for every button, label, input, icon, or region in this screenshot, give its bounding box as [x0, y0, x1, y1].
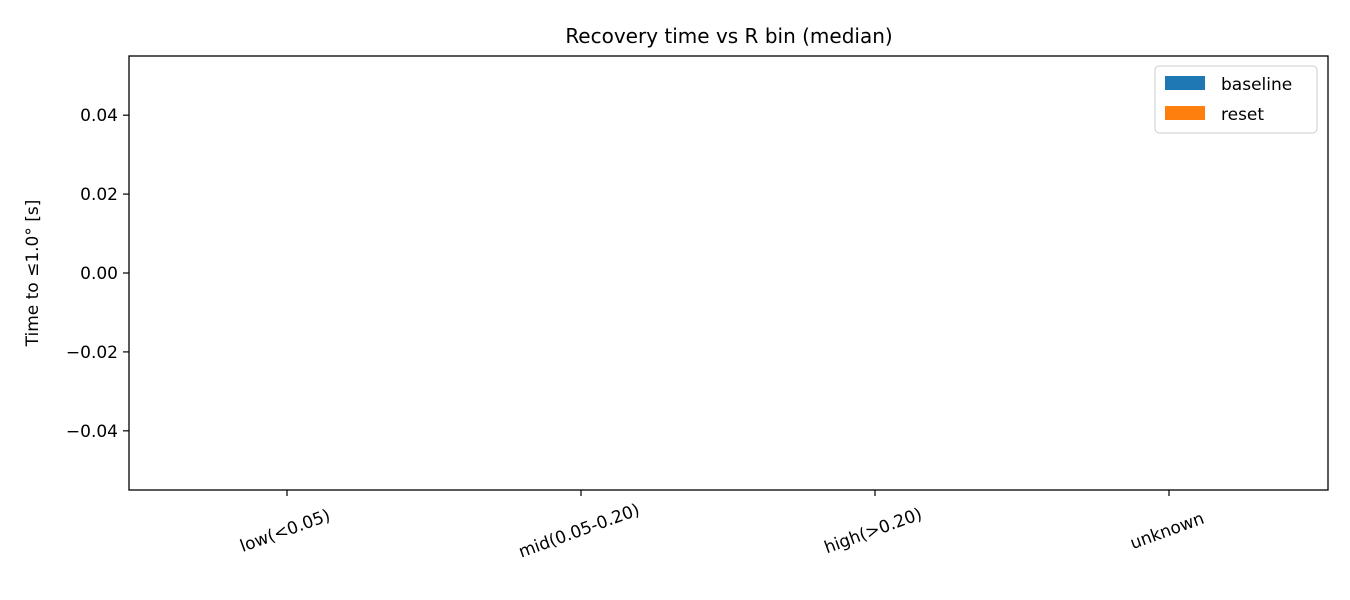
legend-swatch-reset	[1165, 106, 1205, 120]
legend-label-baseline: baseline	[1221, 75, 1292, 95]
legend: baseline reset	[1154, 65, 1318, 134]
legend-label-reset: reset	[1221, 105, 1264, 125]
plot-area-frame	[128, 55, 1329, 491]
y-tick-label: −0.02	[66, 343, 118, 363]
y-axis-ticks: −0.04 −0.02 0.00 0.02 0.04	[66, 106, 129, 442]
legend-swatch-baseline	[1165, 76, 1205, 90]
y-tick-label: 0.04	[80, 106, 118, 126]
chart-title: Recovery time vs R bin (median)	[565, 24, 892, 48]
y-tick-label: 0.00	[80, 264, 118, 284]
y-tick-label: −0.04	[66, 422, 118, 442]
y-tick-label: 0.02	[80, 185, 118, 205]
y-axis-label: Time to ≤1.0° [s]	[23, 200, 43, 348]
